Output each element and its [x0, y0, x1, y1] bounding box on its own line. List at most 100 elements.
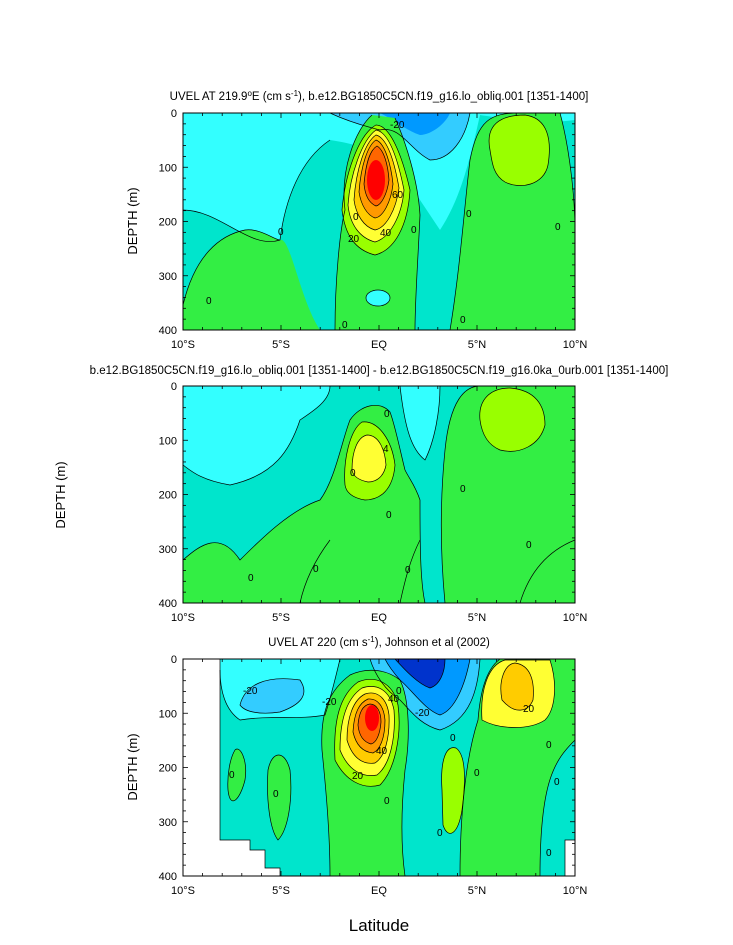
panel-3-clabel-40a: 40: [388, 694, 400, 705]
panel-1-contours: [183, 113, 575, 330]
panel-1-clabel-0g: 0: [342, 320, 348, 331]
panel-2: b.e12.BG1850C5CN.f19_g16.lo_obliq.001 [1…: [53, 365, 668, 624]
panel-1-clabel-0f: 0: [555, 222, 561, 233]
panel-1-xtick-label: EQ: [371, 339, 387, 351]
panel-3-region-sw-b: [267, 755, 291, 840]
panel-2-clabel-4: 4: [383, 444, 389, 455]
panel-1-region-necc: [489, 115, 550, 186]
panel-2-xtick-label: EQ: [371, 612, 387, 624]
panel-1-clabel-0d: 0: [411, 225, 417, 236]
panel-3-contour-labels: -20 -20 -20 40 40 20 20 0 0 0 0 0 0 0 0 …: [229, 686, 560, 859]
panel-1-clabel-0a: 0: [278, 227, 284, 238]
panel-1-xtick-label: 10°S: [171, 339, 195, 351]
panel-2-xtick-label: 5°N: [468, 612, 487, 624]
panel-1-xtick-label: 10°N: [563, 339, 588, 351]
panel-3-ytick-label: 200: [159, 763, 177, 775]
panel-1-ylabel: DEPTH (m): [125, 187, 140, 254]
panel-3-ytick-label: 300: [159, 817, 177, 829]
panel-1-ytick-label: 400: [159, 325, 177, 337]
panel-2-clabel-0a: 0: [384, 409, 390, 420]
panel-2-clabel-0h: 0: [248, 573, 254, 584]
panel-3-clabel-0j: 0: [546, 848, 552, 859]
panel-3-xtick-label: EQ: [371, 885, 387, 897]
panel-1: UVEL AT 219.9oE (cm s-1), b.e12.BG1850C5…: [125, 89, 588, 351]
panel-2-clabel-0e: 0: [526, 540, 532, 551]
panel-3-clabel-0c: 0: [474, 768, 480, 779]
panel-1-clabel-0h: 0: [460, 315, 466, 326]
panel-3-clabel-0b: 0: [450, 733, 456, 744]
panel-3-ytick-label: 400: [159, 871, 177, 883]
panel-2-euc-4: [352, 435, 386, 482]
panel-2-title: b.e12.BG1850C5CN.f19_g16.lo_obliq.001 [1…: [90, 365, 669, 377]
panel-2-region-neg-east: [400, 386, 440, 460]
panel-1-clabel-20: 20: [348, 234, 360, 245]
panel-1-region-neg10: [183, 113, 575, 242]
panel-3-clabel-0h: 0: [384, 796, 390, 807]
panel-3-title: UVEL AT 220 (cm s-1), Johnson et al (200…: [268, 635, 490, 649]
panel-1-ytick-label: 200: [159, 217, 177, 229]
panel-3-euc-core: [365, 705, 379, 731]
panel-3-region-offeq: [441, 747, 465, 834]
panel-3-xtick-label: 5°S: [272, 885, 290, 897]
panel-3-contours: [183, 659, 575, 876]
panel-2-clabel-0d: 0: [460, 484, 466, 495]
panel-2-contours: [183, 386, 575, 603]
panel-2-clabel-0b: 0: [350, 468, 356, 479]
panel-2-ytick-label: 0: [171, 381, 177, 393]
panel-3-clabel-neg20c: -20: [415, 708, 430, 719]
panel-3-clabel-0f: 0: [229, 770, 235, 781]
panel-1-clabel-60: 60: [392, 190, 404, 201]
panel-3-region-sw-a: [227, 749, 246, 801]
panel-1-ytick-label: 0: [171, 108, 177, 120]
panel-2-ytick-label: 300: [159, 544, 177, 556]
panel-2-clabel-0c: 0: [386, 510, 392, 521]
panel-1-region-deep-neg: [366, 290, 390, 306]
panel-2-ytick-label: 400: [159, 598, 177, 610]
panel-1-euc-core: [367, 160, 385, 200]
panel-3: UVEL AT 220 (cm s-1), Johnson et al (200…: [125, 635, 587, 935]
panel-1-region-neg30: [380, 113, 450, 135]
panel-3-region-necc-core: [500, 663, 534, 711]
panel-3-region-sec-core: [395, 659, 445, 688]
panel-3-clabel-0e: 0: [554, 777, 560, 788]
panel-2-xtick-label: 10°S: [171, 612, 195, 624]
x-axis-label: Latitude: [349, 916, 410, 935]
panel-3-clabel-0i: 0: [437, 828, 443, 839]
panel-2-contour-labels: 4 0 0 0 0 0 0 0 0: [248, 409, 532, 584]
panel-2-ytick-label: 100: [159, 435, 177, 447]
panel-3-ylabel: DEPTH (m): [125, 733, 140, 800]
panel-1-clabel-0e: 0: [466, 209, 472, 220]
panel-1-ytick-label: 300: [159, 271, 177, 283]
panel-3-clabel-0d: 0: [546, 740, 552, 751]
panel-1-clabel-0b: 0: [206, 296, 212, 307]
panel-1-clabel-neg20: -20: [390, 120, 405, 131]
panel-3-clabel-neg20b: -20: [322, 697, 337, 708]
panel-3-clabel-20b: 20: [523, 704, 535, 715]
panel-1-region-pos0-south: [183, 229, 320, 330]
panel-1-contour-lines: [183, 113, 575, 330]
panel-2-region-neg-west: [183, 386, 330, 485]
panel-3-clabel-neg20a: -20: [243, 686, 258, 697]
panel-2-contour-lines: [183, 386, 575, 603]
panel-1-clabel-40: 40: [380, 228, 392, 239]
panel-1-clabel-0c: 0: [353, 212, 359, 223]
panel-3-clabel-0g: 0: [273, 789, 279, 800]
panel-3-ytick-label: 100: [159, 708, 177, 720]
panel-3-clabel-40b: 40: [376, 746, 388, 757]
panel-3-contour-lines: [219, 659, 575, 876]
panel-3-clabel-0a: 0: [396, 686, 402, 697]
panel-2-xtick-label: 10°N: [563, 612, 588, 624]
panel-2-ylabel: DEPTH (m): [53, 461, 68, 528]
panel-2-clabel-0g: 0: [405, 565, 411, 576]
panel-3-region-neg20: [240, 678, 304, 714]
panel-1-xtick-label: 5°S: [272, 339, 290, 351]
panel-2-clabel-0f: 0: [313, 564, 319, 575]
panel-2-ytick-label: 200: [159, 490, 177, 502]
panel-3-xtick-label: 10°N: [563, 885, 588, 897]
panel-3-clabel-20a: 20: [352, 771, 364, 782]
panel-2-region-necc: [479, 388, 545, 452]
panel-3-xtick-label: 10°S: [171, 885, 195, 897]
